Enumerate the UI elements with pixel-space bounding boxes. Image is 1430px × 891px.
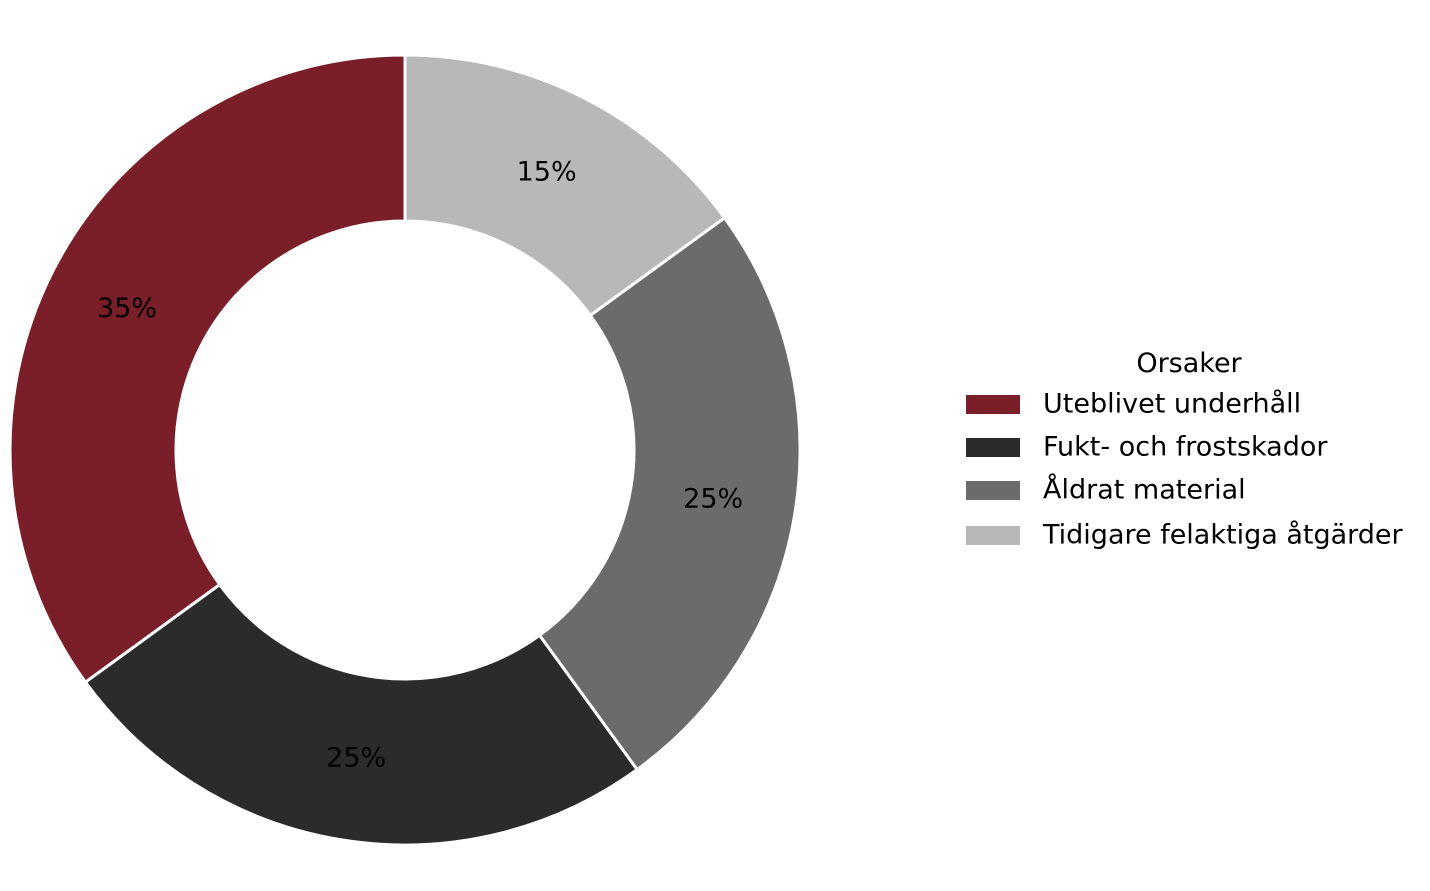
donut-slice — [8, 53, 407, 685]
legend-item: Uteblivet underhåll — [966, 389, 1301, 420]
legend-swatch — [966, 526, 1020, 545]
legend-item: Fukt- och frostskador — [966, 432, 1328, 463]
legend-items: Uteblivet underhåll Fukt- och frostskador… — [966, 389, 1404, 551]
legend-swatch — [966, 438, 1020, 457]
donut-slice — [83, 582, 640, 847]
donut-slice — [403, 53, 727, 318]
legend-label: Fukt- och frostskador — [1043, 432, 1328, 463]
slice-value-label: 25% — [326, 743, 386, 774]
legend-label: Åldrat material — [1043, 474, 1246, 506]
legend-label: Uteblivet underhåll — [1043, 389, 1301, 420]
legend: Orsaker Uteblivet underhåll Fukt- och fro… — [966, 348, 1404, 551]
legend-label: Tidigare felaktiga åtgärder — [1042, 520, 1404, 551]
legend-swatch — [966, 481, 1020, 500]
slice-value-label: 35% — [97, 293, 157, 324]
slice-labels: 35% 25% 25% 15% — [97, 157, 743, 774]
slice-value-label: 25% — [683, 483, 743, 514]
legend-item: Åldrat material — [966, 474, 1246, 506]
legend-swatch — [966, 395, 1020, 414]
donut-slice — [537, 215, 802, 772]
legend-item: Tidigare felaktiga åtgärder — [966, 520, 1404, 551]
donut-slices — [8, 53, 802, 847]
legend-title: Orsaker — [1136, 348, 1242, 379]
slice-value-label: 15% — [517, 157, 577, 188]
